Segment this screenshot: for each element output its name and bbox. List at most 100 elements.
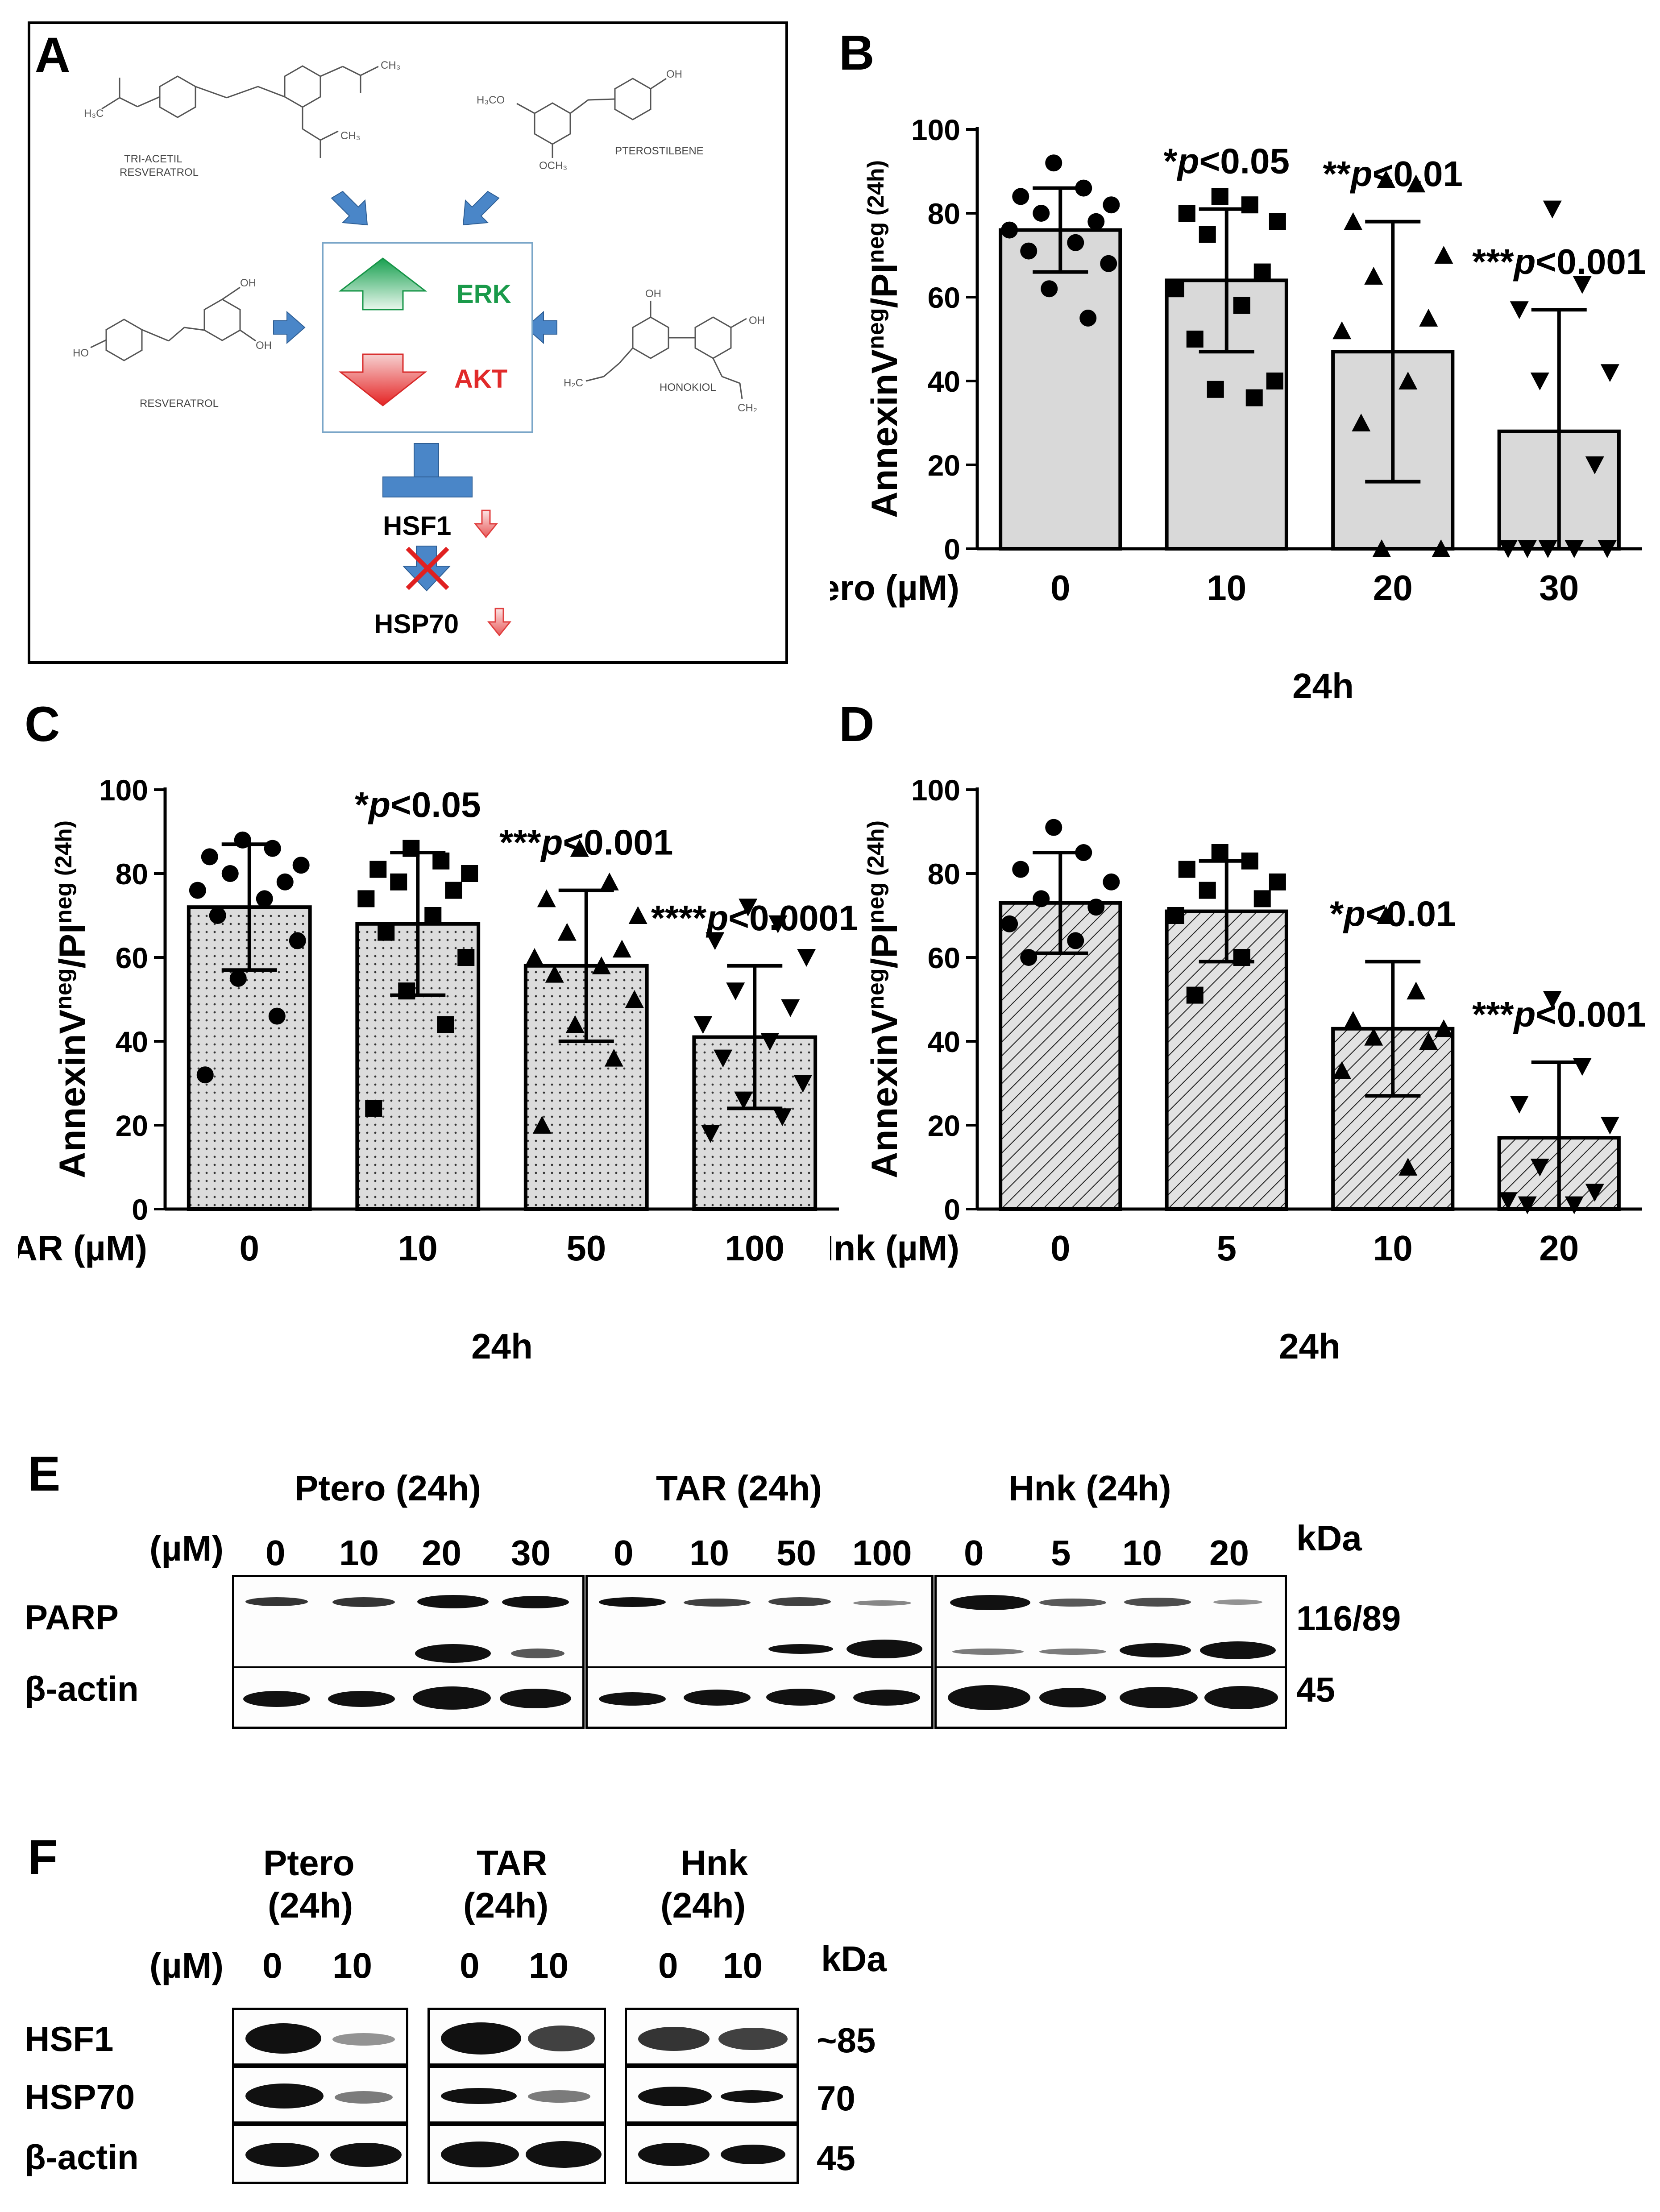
data-point <box>1407 174 1426 193</box>
inhibit-stem <box>414 443 439 477</box>
y-tick-label: 100 <box>911 774 960 807</box>
x-tick-label: 0 <box>1050 1228 1071 1268</box>
parp-band <box>1213 1599 1262 1605</box>
tar-name-2: RESVERATROL <box>120 166 199 178</box>
e-blot-tar <box>585 1575 934 1729</box>
erk-label: ERK <box>456 280 511 309</box>
e-group-ptero: Ptero (24h) <box>295 1468 481 1508</box>
hnk-name: HONOKIOL <box>660 381 716 394</box>
data-point <box>1067 234 1084 251</box>
arrow-from-resv <box>273 311 306 344</box>
data-point <box>1033 205 1050 222</box>
data-point <box>570 839 589 857</box>
actin-band <box>948 1685 1030 1710</box>
data-point <box>1020 242 1038 260</box>
x-tick-label: 10 <box>1207 568 1246 608</box>
data-point <box>1407 982 1426 1000</box>
actin-band <box>500 1689 571 1708</box>
data-point <box>1434 1019 1453 1037</box>
f-blot-tar-hsf1 <box>427 2008 606 2066</box>
data-point <box>1103 196 1120 214</box>
parp-cleaved-band <box>1120 1643 1191 1657</box>
data-point <box>545 965 564 983</box>
x-tick-label: 5 <box>1217 1228 1237 1268</box>
data-point <box>1087 213 1105 230</box>
data-point <box>1087 899 1105 916</box>
data-point <box>1211 844 1228 861</box>
data-point <box>289 932 306 949</box>
x-axis-title: Hnk (µM) <box>830 1228 959 1268</box>
e-dose: 10 <box>339 1533 379 1573</box>
significance-label: *p<0.05 <box>1164 141 1290 181</box>
ptero-och3-label: OCH₃ <box>539 160 567 172</box>
data-point <box>628 906 647 924</box>
panel-e-letter: E <box>28 1446 61 1501</box>
data-point <box>781 999 800 1017</box>
panel-a-diagram: CH₃ H₃C CH₃ H₃CO OCH₃ OH HO OH OH OH OH … <box>73 59 765 639</box>
f-group-tar-2: (24h) <box>463 1885 549 1925</box>
data-point <box>726 982 745 1001</box>
parp-band <box>768 1597 831 1606</box>
y-tick-label: 20 <box>116 1109 148 1142</box>
x-axis-title: Ptero (µM) <box>830 568 959 608</box>
f-blot-tar-hsp70 <box>427 2066 606 2124</box>
data-point <box>625 990 644 1008</box>
data-point <box>209 907 226 924</box>
arrow-from-tar <box>331 191 368 226</box>
data-point <box>592 956 611 974</box>
f-row-hsf1: HSF1 <box>25 2019 114 2059</box>
y-tick-label: 100 <box>911 113 960 146</box>
f-blot-hnk-hsf1 <box>625 2008 799 2066</box>
data-point <box>1245 389 1263 406</box>
parp-band <box>853 1600 911 1606</box>
data-point <box>1432 539 1451 557</box>
panel-a-letter: A <box>35 28 71 83</box>
data-point <box>457 949 475 966</box>
data-point <box>1211 188 1228 205</box>
f-size-hsp70: 70 <box>817 2079 855 2118</box>
significance-label: *p<0.05 <box>355 785 481 824</box>
f-size-hsf1: ~85 <box>817 2021 876 2060</box>
e-dose: 20 <box>1209 1533 1249 1573</box>
e-dose: 0 <box>614 1533 634 1573</box>
data-point <box>1067 932 1084 949</box>
f-blot-ptero-actin <box>232 2124 408 2184</box>
actin-band <box>599 1692 666 1706</box>
data-point <box>1419 1032 1438 1050</box>
data-point <box>604 1048 623 1067</box>
akt-down-arrow <box>338 353 427 406</box>
e-blot-ptero <box>232 1575 585 1729</box>
data-point <box>1266 373 1283 389</box>
e-dose: 20 <box>422 1533 461 1573</box>
hnk-h2c-label: H₂C <box>564 377 583 389</box>
parp-band <box>1124 1598 1191 1607</box>
data-point <box>1233 297 1250 314</box>
y-tick-label: 80 <box>928 857 960 891</box>
tar-ch3-label: CH₃ <box>381 59 400 71</box>
data-point <box>292 857 310 874</box>
y-tick-label: 80 <box>928 197 960 230</box>
parp-band <box>950 1595 1030 1610</box>
data-point <box>221 865 239 882</box>
data-point <box>1585 1184 1604 1202</box>
data-point <box>1498 1192 1518 1210</box>
parp-band <box>684 1599 751 1607</box>
data-point <box>1565 1196 1584 1214</box>
data-point <box>1530 1159 1549 1176</box>
data-point <box>1332 321 1352 340</box>
parp-cleaved-band <box>511 1649 564 1658</box>
actin-band <box>684 1690 751 1706</box>
data-point <box>1332 1061 1352 1079</box>
data-point <box>1167 907 1184 924</box>
parp-band <box>502 1596 569 1608</box>
data-point <box>1585 456 1604 474</box>
arrow-from-ptero <box>462 191 500 226</box>
data-point <box>256 890 273 907</box>
resv-oh-label-2: OH <box>256 340 272 352</box>
data-point <box>1434 246 1453 264</box>
e-dose: 0 <box>266 1533 286 1573</box>
data-point <box>1253 890 1271 907</box>
y-tick-label: 0 <box>944 533 960 566</box>
